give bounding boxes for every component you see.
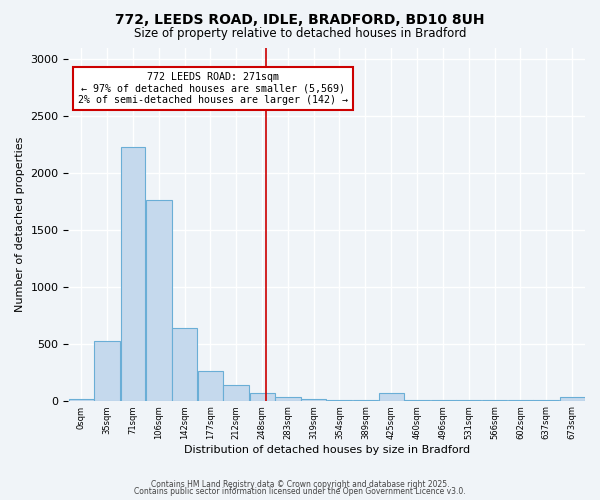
Bar [121, 146, 145, 400]
Text: 772 LEEDS ROAD: 271sqm
← 97% of detached houses are smaller (5,569)
2% of semi-d: 772 LEEDS ROAD: 271sqm ← 97% of detached… [78, 72, 348, 106]
Bar [94, 342, 120, 400]
Text: Contains public sector information licensed under the Open Government Licence v3: Contains public sector information licen… [134, 488, 466, 496]
X-axis label: Distribution of detached houses by size in Bradford: Distribution of detached houses by size … [184, 445, 470, 455]
Bar [275, 396, 301, 400]
Bar [146, 200, 172, 400]
Bar [379, 393, 404, 400]
Bar [301, 399, 326, 400]
Bar [172, 328, 197, 400]
Bar [68, 399, 94, 400]
Y-axis label: Number of detached properties: Number of detached properties [15, 136, 25, 312]
Text: Contains HM Land Registry data © Crown copyright and database right 2025.: Contains HM Land Registry data © Crown c… [151, 480, 449, 489]
Bar [560, 396, 585, 400]
Bar [223, 384, 249, 400]
Text: Size of property relative to detached houses in Bradford: Size of property relative to detached ho… [134, 28, 466, 40]
Text: 772, LEEDS ROAD, IDLE, BRADFORD, BD10 8UH: 772, LEEDS ROAD, IDLE, BRADFORD, BD10 8U… [115, 12, 485, 26]
Bar [250, 393, 275, 400]
Bar [198, 371, 223, 400]
